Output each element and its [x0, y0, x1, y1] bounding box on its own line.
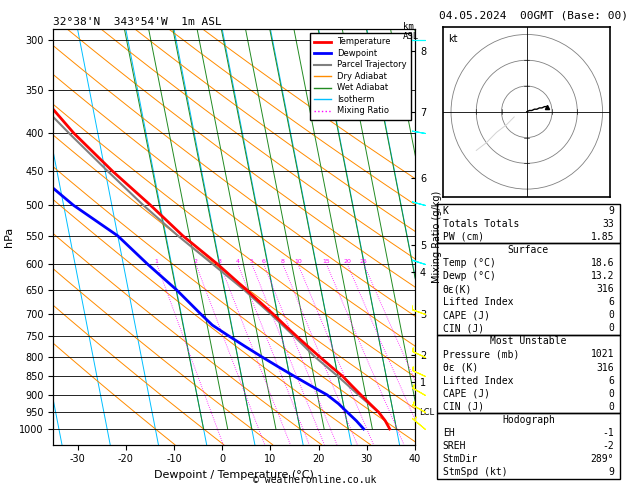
Bar	[437, 243, 620, 335]
Text: 2: 2	[194, 259, 198, 264]
Text: 10: 10	[294, 259, 302, 264]
Text: Temp (°C): Temp (°C)	[443, 258, 496, 268]
Text: 6: 6	[608, 297, 614, 307]
Text: -2: -2	[603, 441, 614, 451]
Text: Surface: Surface	[508, 245, 549, 255]
Text: CIN (J): CIN (J)	[443, 323, 484, 333]
Text: 32°38'N  343°54'W  1m ASL: 32°38'N 343°54'W 1m ASL	[53, 17, 222, 27]
Bar	[437, 413, 620, 479]
Text: -1: -1	[603, 428, 614, 438]
Text: 316: 316	[596, 284, 614, 294]
Legend: Temperature, Dewpoint, Parcel Trajectory, Dry Adiabat, Wet Adiabat, Isotherm, Mi: Temperature, Dewpoint, Parcel Trajectory…	[309, 34, 411, 120]
Text: StmDir: StmDir	[443, 454, 478, 464]
Text: kt: kt	[448, 35, 458, 44]
Text: km
ASL: km ASL	[403, 22, 419, 41]
Text: Most Unstable: Most Unstable	[490, 336, 567, 347]
X-axis label: Dewpoint / Temperature (°C): Dewpoint / Temperature (°C)	[154, 470, 314, 480]
Text: 15: 15	[323, 259, 330, 264]
Text: 316: 316	[596, 363, 614, 373]
Text: 5: 5	[250, 259, 254, 264]
Text: 0: 0	[608, 310, 614, 320]
Text: 4: 4	[236, 259, 240, 264]
Bar	[437, 204, 620, 243]
Text: Dewp (°C): Dewp (°C)	[443, 271, 496, 281]
Text: θε(K): θε(K)	[443, 284, 472, 294]
Text: θε (K): θε (K)	[443, 363, 478, 373]
Text: 0: 0	[608, 323, 614, 333]
Text: PW (cm): PW (cm)	[443, 232, 484, 242]
Text: 8: 8	[281, 259, 285, 264]
Text: 1: 1	[155, 259, 159, 264]
Text: LCL: LCL	[419, 408, 434, 417]
Text: 25: 25	[360, 259, 368, 264]
Text: 6: 6	[608, 376, 614, 386]
Text: Totals Totals: Totals Totals	[443, 219, 519, 229]
Bar	[437, 335, 620, 413]
Text: 1021: 1021	[591, 349, 614, 360]
Text: 0: 0	[608, 402, 614, 412]
Text: 289°: 289°	[591, 454, 614, 464]
Text: Hodograph: Hodograph	[502, 415, 555, 425]
Text: CAPE (J): CAPE (J)	[443, 310, 489, 320]
Text: 04.05.2024  00GMT (Base: 00): 04.05.2024 00GMT (Base: 00)	[439, 11, 628, 21]
Text: Lifted Index: Lifted Index	[443, 297, 513, 307]
Text: © weatheronline.co.uk: © weatheronline.co.uk	[253, 474, 376, 485]
Text: CIN (J): CIN (J)	[443, 402, 484, 412]
Text: 1.85: 1.85	[591, 232, 614, 242]
Text: 0: 0	[608, 389, 614, 399]
Text: 6: 6	[262, 259, 265, 264]
Text: 9: 9	[608, 206, 614, 216]
Text: 18.6: 18.6	[591, 258, 614, 268]
Y-axis label: Mixing Ratio (g/kg): Mixing Ratio (g/kg)	[431, 191, 442, 283]
Text: StmSpd (kt): StmSpd (kt)	[443, 467, 507, 477]
Text: 13.2: 13.2	[591, 271, 614, 281]
Text: EH: EH	[443, 428, 454, 438]
Text: Lifted Index: Lifted Index	[443, 376, 513, 386]
Text: 9: 9	[608, 467, 614, 477]
Text: 33: 33	[603, 219, 614, 229]
Text: Pressure (mb): Pressure (mb)	[443, 349, 519, 360]
Text: 3: 3	[218, 259, 222, 264]
Text: CAPE (J): CAPE (J)	[443, 389, 489, 399]
Text: K: K	[443, 206, 448, 216]
Y-axis label: hPa: hPa	[4, 227, 14, 247]
Text: SREH: SREH	[443, 441, 466, 451]
Text: 20: 20	[343, 259, 351, 264]
